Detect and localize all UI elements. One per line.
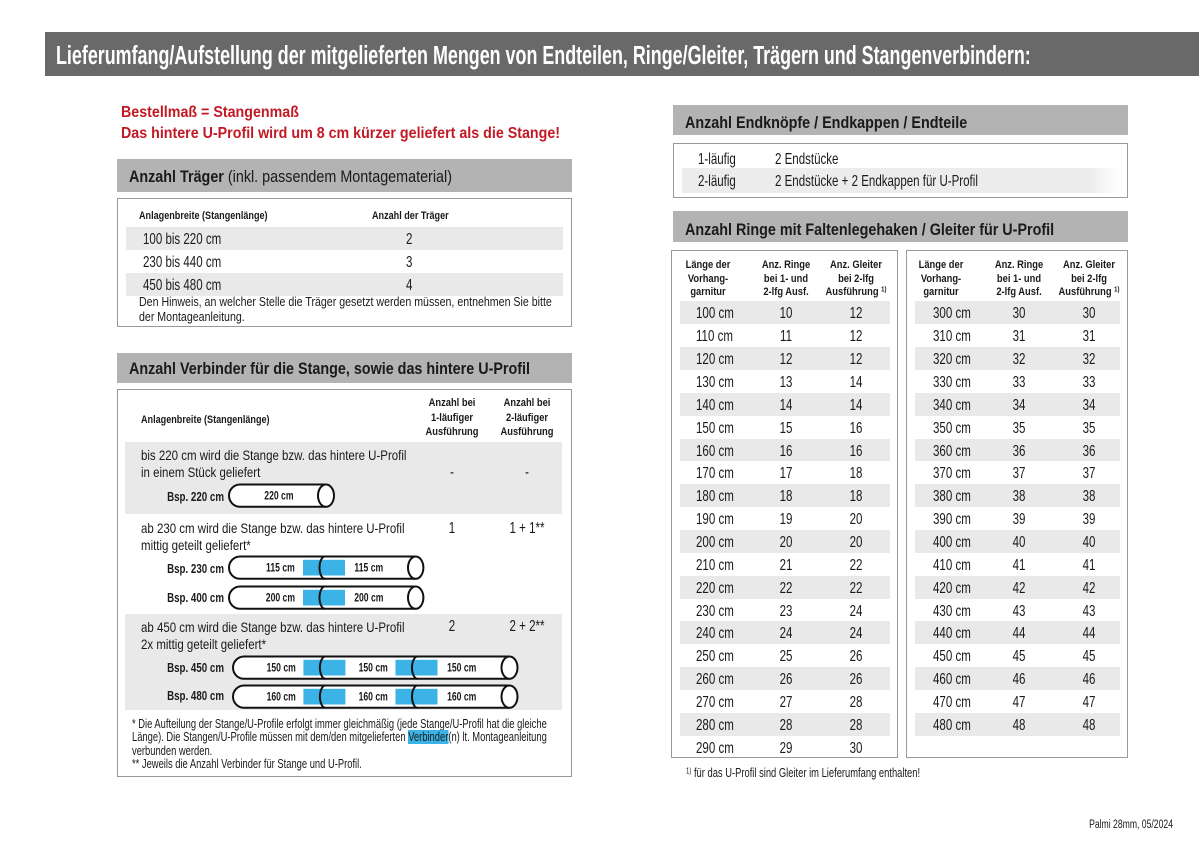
svg-text:150 cm: 150 cm [267, 663, 296, 675]
svg-text:115 cm: 115 cm [266, 563, 295, 575]
svg-text:200 cm: 200 cm [266, 592, 295, 604]
svg-text:220 cm: 220 cm [264, 490, 293, 502]
svg-text:150 cm: 150 cm [447, 663, 476, 675]
svg-text:150 cm: 150 cm [359, 663, 388, 675]
svg-text:160 cm: 160 cm [447, 692, 476, 704]
svg-text:160 cm: 160 cm [359, 692, 388, 704]
svg-text:115 cm: 115 cm [354, 563, 383, 575]
svg-text:200 cm: 200 cm [354, 592, 383, 604]
svg-text:160 cm: 160 cm [267, 692, 296, 704]
